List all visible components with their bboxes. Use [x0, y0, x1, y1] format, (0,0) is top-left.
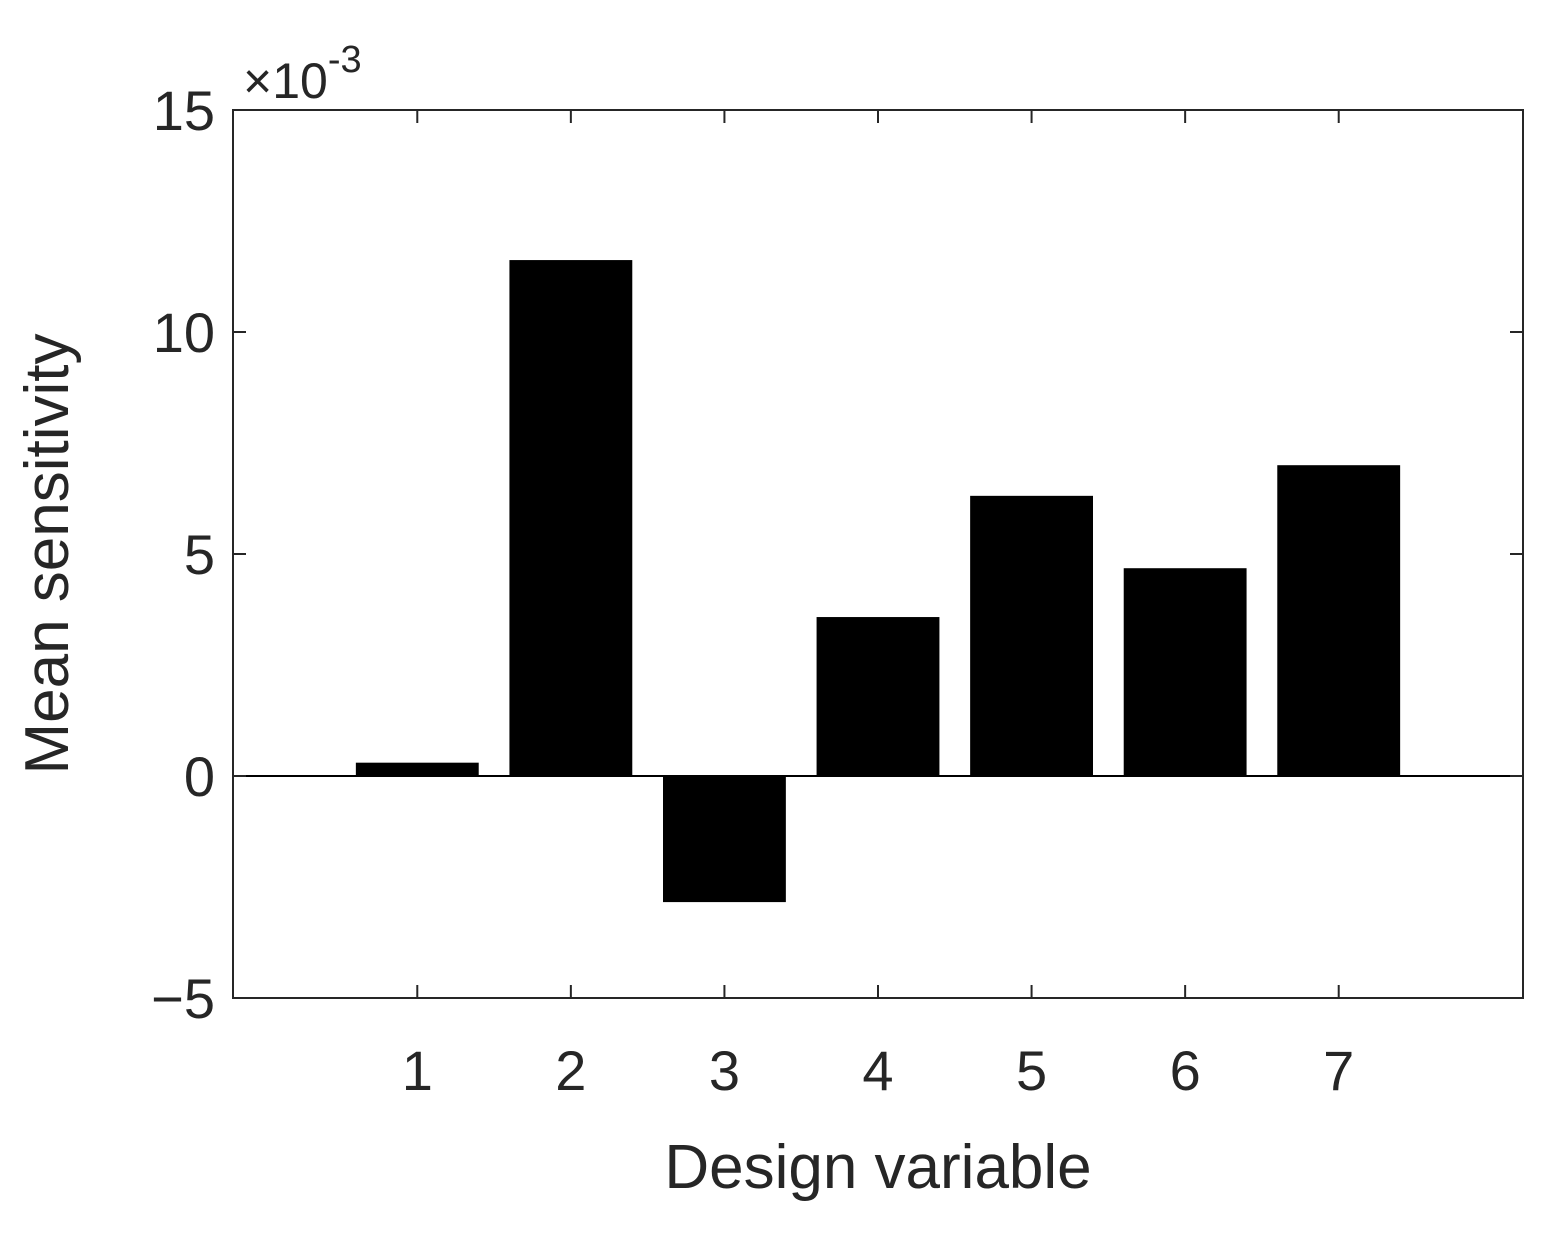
x-tick-label: 6: [1170, 1039, 1201, 1102]
y-multiplier-exponent: -3: [328, 39, 362, 81]
x-tick-label: 4: [862, 1039, 893, 1102]
bar: [509, 260, 633, 776]
y-tick-label: 0: [184, 745, 215, 808]
bar: [816, 617, 940, 776]
bar: [355, 762, 479, 776]
x-tick-label: 3: [709, 1039, 740, 1102]
x-tick-label: 1: [402, 1039, 433, 1102]
x-tick-label: 2: [555, 1039, 586, 1102]
y-tick-label: 10: [153, 301, 215, 364]
plot-frame: [232, 109, 1524, 999]
y-axis-label: Mean sensitivity: [13, 333, 82, 774]
y-multiplier-base: ×10: [243, 53, 328, 109]
x-axis-label: Design variable: [664, 1133, 1091, 1202]
y-multiplier: ×10-3: [243, 39, 362, 109]
x-tick-label: 7: [1323, 1039, 1354, 1102]
x-tick-label: 5: [1016, 1039, 1047, 1102]
y-tick-label: 15: [153, 79, 215, 142]
bar: [663, 776, 786, 903]
bar: [1277, 465, 1401, 776]
y-tick-label: 5: [184, 523, 215, 586]
y-tick-label: −5: [151, 967, 215, 1030]
bar: [1123, 568, 1247, 776]
bar: [970, 495, 1093, 776]
